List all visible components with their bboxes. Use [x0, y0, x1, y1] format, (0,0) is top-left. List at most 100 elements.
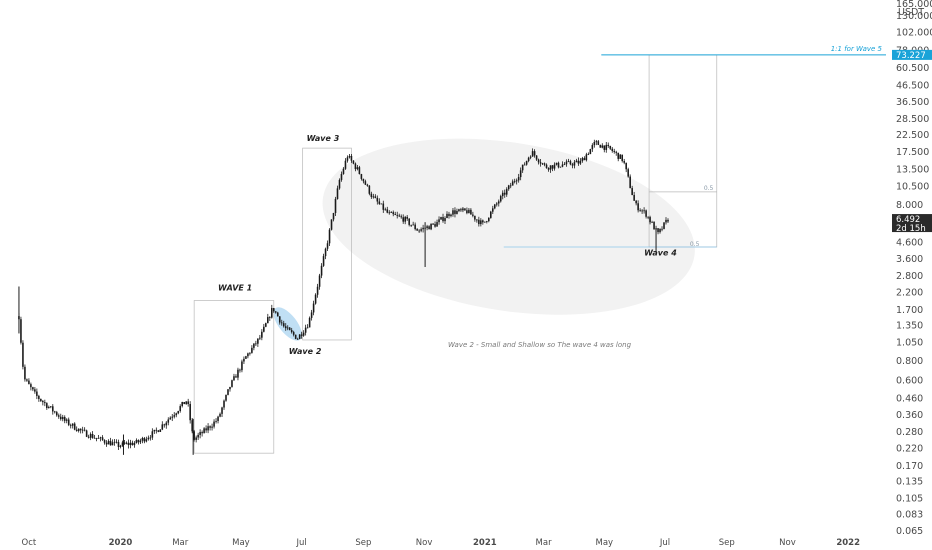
- candle-body: [400, 216, 403, 218]
- y-tick-label: 0.460: [896, 393, 923, 404]
- candle-body: [428, 226, 430, 230]
- candle-body: [651, 221, 653, 223]
- candle-body: [370, 193, 373, 197]
- analysis-note[interactable]: Wave 2 - Small and Shallow so The wave 4…: [448, 341, 632, 349]
- candle-body: [402, 217, 404, 222]
- candle-body: [255, 343, 257, 345]
- candle-body: [51, 406, 54, 412]
- y-tick-label: 0.083: [896, 509, 923, 520]
- candle-body: [587, 154, 590, 155]
- fib-lower-label[interactable]: 0.5: [690, 241, 700, 248]
- candle-body: [382, 203, 385, 210]
- candle-body: [657, 228, 659, 233]
- candle-body: [366, 184, 369, 186]
- candle-body: [655, 228, 657, 230]
- candle-body: [28, 380, 30, 385]
- candle-body: [418, 230, 420, 232]
- candle-body: [225, 394, 227, 401]
- candle-body: [499, 196, 502, 202]
- candle-body: [117, 442, 120, 447]
- wave3-box[interactable]: [302, 147, 352, 341]
- candle-body: [583, 158, 586, 161]
- candle-body: [20, 319, 22, 343]
- candle-body: [374, 196, 377, 198]
- wave5-target-label[interactable]: 1:1 for Wave 5: [831, 45, 883, 53]
- candle-body: [302, 332, 305, 336]
- candle-body: [625, 162, 627, 170]
- candle-body: [69, 424, 72, 426]
- candle-body: [34, 389, 36, 392]
- candle-body: [253, 343, 255, 348]
- candle-body: [93, 437, 96, 439]
- candle-body: [167, 419, 170, 423]
- candle-body: [585, 154, 588, 161]
- candle-body: [372, 196, 375, 198]
- candle-body: [292, 332, 295, 335]
- candle-body: [257, 338, 259, 344]
- candle-body: [645, 210, 647, 217]
- candle-body: [127, 442, 130, 446]
- candle-body: [348, 155, 351, 158]
- candle-body: [71, 423, 74, 426]
- y-tick-label: 13.500: [896, 164, 929, 175]
- candle-body: [109, 440, 112, 446]
- wave1-label[interactable]: WAVE 1: [218, 283, 252, 292]
- candle-body: [613, 150, 616, 152]
- candle-body: [26, 379, 28, 381]
- candle-body: [533, 151, 536, 156]
- candle-body: [358, 167, 361, 175]
- candle-body: [478, 219, 480, 225]
- current-price-badge: 6.492: [896, 215, 920, 225]
- candle-body: [185, 401, 187, 405]
- candle-body: [42, 400, 44, 403]
- wave4-label[interactable]: Wave 4: [644, 248, 677, 257]
- candle-body: [320, 265, 323, 276]
- candle-body: [605, 144, 608, 150]
- candle-body: [77, 428, 80, 431]
- candle-body: [384, 209, 387, 211]
- candle-body: [460, 209, 462, 211]
- x-tick-label: May: [232, 538, 250, 548]
- candle-body: [169, 417, 172, 420]
- candle-body: [296, 338, 299, 340]
- candle-body: [468, 209, 470, 214]
- candle-body: [511, 181, 514, 186]
- candle-body: [472, 214, 474, 216]
- candle-body: [276, 312, 279, 317]
- y-tick-label: 4.600: [896, 237, 923, 248]
- candle-body: [191, 420, 193, 432]
- fib-upper-label[interactable]: 0.5: [704, 185, 714, 192]
- candle-body: [661, 228, 663, 230]
- candle-body: [99, 437, 102, 439]
- candle-body: [559, 166, 562, 168]
- candle-body: [286, 327, 289, 329]
- candle-body: [336, 188, 339, 199]
- wave4-consolidation-ellipse: [322, 138, 695, 315]
- wave2-label[interactable]: Wave 2: [289, 347, 322, 356]
- candle-body: [396, 214, 399, 216]
- candle-body: [123, 442, 126, 444]
- candle-body: [115, 441, 118, 443]
- candle-body: [667, 219, 669, 222]
- candle-body: [50, 406, 52, 408]
- candle-body: [235, 376, 237, 378]
- candle-body: [362, 178, 365, 182]
- candle-body: [360, 174, 363, 179]
- candle-body: [545, 164, 548, 169]
- candle-body: [521, 164, 524, 171]
- candle-body: [412, 224, 414, 226]
- wave1-box[interactable]: [193, 300, 275, 454]
- candle-body: [272, 308, 275, 312]
- x-tick-label: Nov: [416, 538, 433, 548]
- candle-body: [641, 210, 643, 212]
- candle-body: [408, 218, 410, 225]
- candle-body: [129, 442, 132, 446]
- candle-body: [189, 404, 191, 421]
- y-tick-label: 17.500: [896, 147, 929, 158]
- x-tick-label: 2021: [473, 538, 497, 548]
- wave3-label[interactable]: Wave 3: [307, 134, 340, 143]
- candle-body: [316, 286, 319, 295]
- candle-body: [392, 212, 395, 215]
